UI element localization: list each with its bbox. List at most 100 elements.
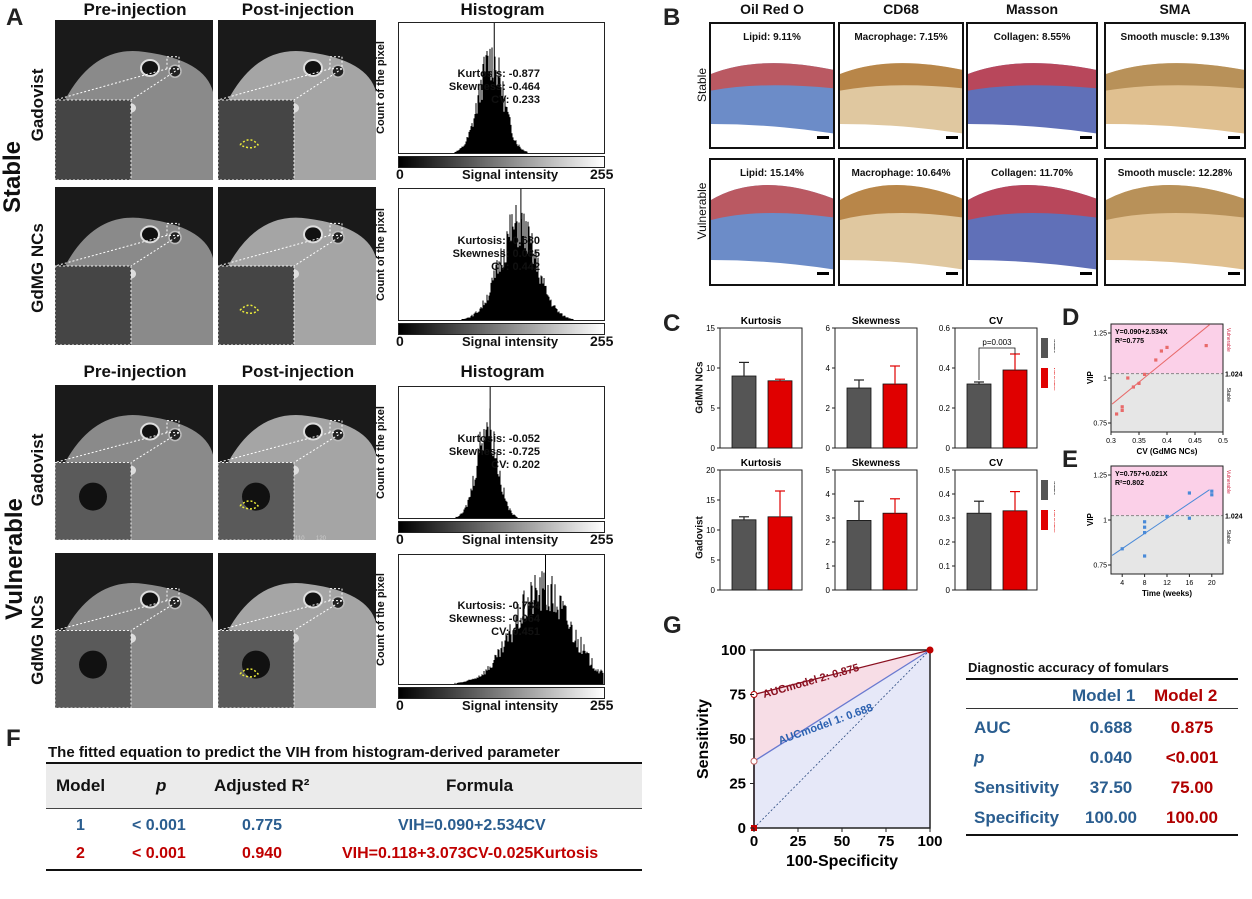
hist-max: 255 <box>590 531 614 547</box>
stat-line: Kurtosis: -0.877 <box>440 68 540 81</box>
bar-stable <box>731 519 757 591</box>
data-point <box>1154 358 1158 362</box>
panel-label-d: D <box>1062 304 1080 331</box>
stat-value: -0.630 <box>508 234 540 247</box>
y-tick-label: 0.5 <box>939 466 951 475</box>
hdr-model: Model <box>56 776 106 795</box>
panel-label-g: G <box>663 612 682 639</box>
table-f-header: Model p Adjusted R² Formula <box>46 764 642 809</box>
y-tick-label: 0.4 <box>939 490 951 499</box>
bar-chart: Kurtosis 0 5 10 15 20 <box>706 458 803 595</box>
bar-chart: Skewness 0 1 2 3 4 5 <box>826 458 918 595</box>
mri-pre-image <box>55 553 213 708</box>
stain-percentage-label: Macrophage: 7.15% <box>854 32 948 43</box>
stain-image: Collagen: 11.70% <box>966 158 1098 286</box>
stat-value: -0.064 <box>508 612 540 625</box>
y-tick-label: 50 <box>729 731 746 748</box>
col-title-post-2: Post-injection <box>241 362 355 381</box>
mri-scan <box>218 583 376 708</box>
row-label-gadovist-1: Gadovist <box>28 68 47 142</box>
stable-zone <box>1111 373 1223 432</box>
g-row-model1: 100.00 <box>1085 808 1137 827</box>
histology-section <box>1106 185 1244 275</box>
x-tick-label: 16 <box>1186 580 1194 587</box>
f-row1-r2: 0.775 <box>242 817 283 834</box>
y-tick-label: 0 <box>711 586 716 595</box>
y-tick-label: 75 <box>729 687 746 704</box>
g-row-name: AUC <box>974 718 1011 737</box>
chart-frame <box>834 327 918 449</box>
panel-label-a: A <box>6 4 24 31</box>
mri-post-image <box>218 187 376 345</box>
stat-label: Kurtosis: <box>457 432 506 445</box>
threshold-label: 1.024 <box>1225 372 1243 379</box>
zone-label-vulnerable: Vulnerable <box>1225 470 1231 494</box>
x-tick-label: 0.5 <box>1218 438 1228 445</box>
hist-xlabel: Signal intensity <box>462 167 559 182</box>
g-row-name: p <box>974 748 985 767</box>
stain-image: Smooth muscle: 12.28% <box>1104 158 1246 286</box>
mri-scan <box>55 415 213 540</box>
stat-line: CV: 0.233 <box>440 94 540 107</box>
y-tick-label: 5 <box>711 556 716 565</box>
scale-bar <box>817 136 829 139</box>
g-row-model2: <0.001 <box>1165 748 1219 767</box>
stat-value: 0.202 <box>512 458 540 471</box>
col-title-hist-2: Histogram <box>460 362 545 381</box>
scale-text-b: 120 <box>316 536 327 542</box>
y-tick-label: 100 <box>721 642 746 659</box>
x-tick-label: 12 <box>1163 580 1171 587</box>
zone-label-stable: Stable <box>1225 530 1231 544</box>
data-point <box>1143 554 1147 558</box>
stain-image: Lipid: 15.14% <box>709 158 835 286</box>
zoom-inset <box>218 265 295 345</box>
x-axis-label: Time (weeks) <box>1142 589 1192 598</box>
bar-vulnerable <box>882 383 908 449</box>
hist-xlabel: Signal intensity <box>462 698 559 713</box>
bar-vulnerable <box>1002 369 1028 449</box>
zoom-line <box>55 600 168 631</box>
zoom-line <box>218 600 331 631</box>
bar-chart: CV 0 0.1 0.2 0.3 0.4 0.5 Stable Vulnerable <box>939 458 1055 595</box>
histogram-stats: Kurtosis: -0.630 Skewness: 0.085 CV: 0.442 <box>440 235 540 274</box>
data-point <box>1115 412 1119 416</box>
stain-percentage-label: Collagen: 8.55% <box>993 32 1071 43</box>
bar-vulnerable <box>767 516 793 591</box>
hist-xlabel: Signal intensity <box>462 532 559 547</box>
mri-pre-image <box>55 385 213 540</box>
roc-chart-g: 0 25 50 75 100 0 25 50 75 100 100-Specificity Sensi… <box>695 642 943 870</box>
row-label-gadovist-2: Gadovist <box>28 433 47 507</box>
vessel-lumen <box>79 650 107 679</box>
vulnerable-zone <box>1111 466 1223 516</box>
chart-frame <box>834 469 918 591</box>
histology-section <box>711 185 833 275</box>
zoom-line <box>130 432 180 463</box>
fit-line <box>1111 324 1210 405</box>
data-point <box>1143 372 1147 376</box>
stat-line: Kurtosis: -0.784 <box>440 600 540 613</box>
intensity-gradient-bar <box>398 687 605 699</box>
g-row-model1: 0.688 <box>1089 718 1133 737</box>
chart-title: Skewness <box>852 458 901 469</box>
chart-title: Kurtosis <box>741 458 782 469</box>
y-tick-label: 0.75 <box>1093 421 1107 428</box>
mri-scan <box>55 217 213 345</box>
zoom-line <box>55 432 168 463</box>
chart-title: CV <box>989 458 1003 469</box>
stained-region <box>840 63 962 91</box>
scale-bar <box>1080 272 1092 275</box>
data-point <box>1137 381 1141 385</box>
y-axis-label: Sensitivity <box>695 699 712 779</box>
mri-post-image <box>218 553 376 708</box>
x-tick-label: 100 <box>917 833 942 850</box>
x-tick-label: 25 <box>790 833 807 850</box>
roc-point <box>750 757 758 765</box>
y-tick-label: 1 <box>826 562 831 571</box>
table-f-caption: The fitted equation to predict the VIH f… <box>48 744 560 761</box>
p-value-label: p=0.003 <box>982 338 1012 347</box>
g-row-name: Specificity <box>974 808 1060 827</box>
mri-post-image <box>218 385 376 540</box>
stain-col-title: SMA <box>1159 1 1191 17</box>
stained-region <box>1106 185 1244 220</box>
zoom-line <box>293 600 343 631</box>
